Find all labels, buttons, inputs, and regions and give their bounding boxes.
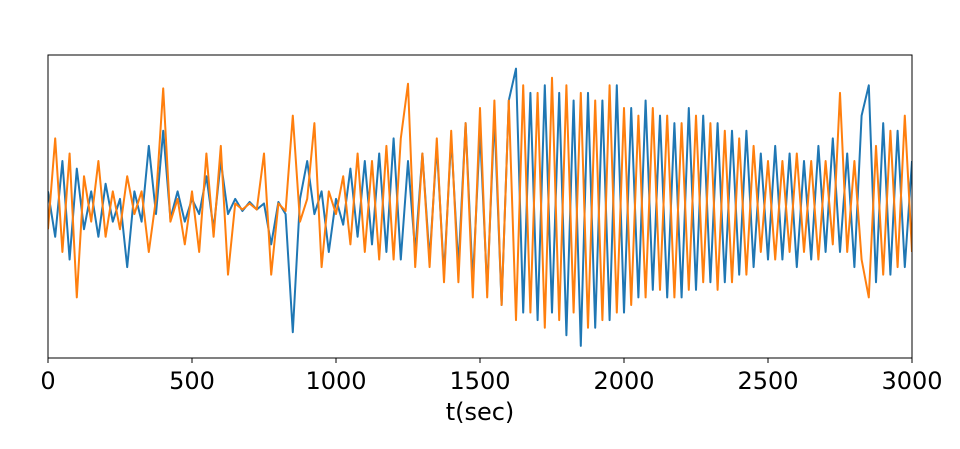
x-tick-label: 1000 [305, 367, 366, 395]
plot-frame [47, 54, 913, 359]
x-tick-label: 0 [40, 367, 55, 395]
x-tick-label: 2500 [737, 367, 798, 395]
series-line [48, 76, 912, 329]
x-tick-label: 2000 [593, 367, 654, 395]
x-tick-label: 1500 [449, 367, 510, 395]
x-tick-label: 500 [169, 367, 215, 395]
x-axis-label: t(sec) [446, 398, 515, 426]
x-tick-label: 3000 [881, 367, 942, 395]
